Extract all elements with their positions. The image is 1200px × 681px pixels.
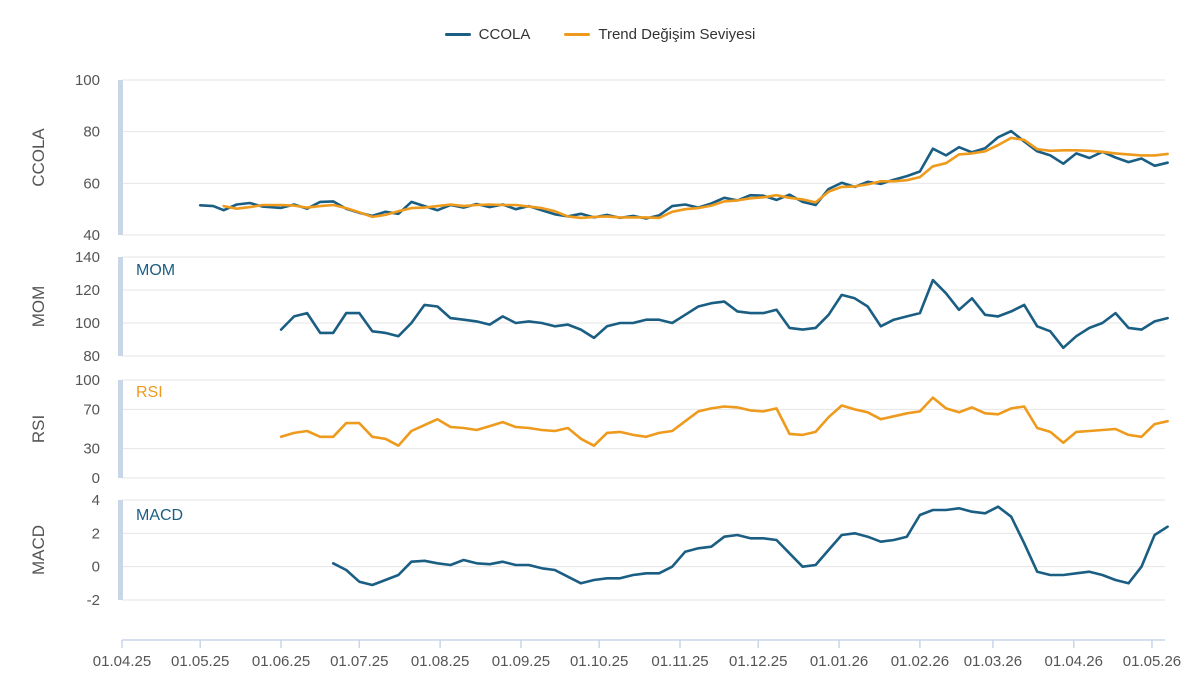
x-tick-label-11: 01.03.26 xyxy=(964,653,1022,670)
mom-ytick-3: 140 xyxy=(75,249,100,266)
macd-axis-band xyxy=(118,500,123,600)
rsi-ytick-1: 30 xyxy=(83,441,100,458)
mom-ytick-2: 120 xyxy=(75,282,100,299)
rsi-ytick-2: 70 xyxy=(83,401,100,418)
mom-axis-band xyxy=(118,257,123,356)
x-tick-label-0: 01.04.25 xyxy=(93,653,151,670)
x-tick-label-10: 01.02.26 xyxy=(891,653,949,670)
x-tick-label-7: 01.11.25 xyxy=(651,653,708,670)
ccola-axis-band xyxy=(118,80,123,235)
mom-axis-title: MOM xyxy=(29,286,48,328)
ccola-ytick-1: 60 xyxy=(83,175,100,192)
macd-ytick-3: 4 xyxy=(92,492,100,509)
chart-legend: CCOLA Trend Değişim Seviyesi xyxy=(0,26,1200,43)
ccola-series-line-ccola xyxy=(198,129,1169,220)
rsi-axis-title: RSI xyxy=(29,415,48,443)
macd-ytick-1: 0 xyxy=(92,559,100,576)
legend-label-trend: Trend Değişim Seviyesi xyxy=(598,26,756,43)
rsi-series-line-rsi xyxy=(279,396,1169,447)
x-tick-label-3: 01.07.25 xyxy=(330,653,388,670)
rsi-ytick-0: 0 xyxy=(92,470,100,487)
ccola-series-line-trend-de-i-im-seviyesi xyxy=(222,136,1169,220)
macd-ytick-0: -2 xyxy=(87,592,100,609)
x-tick-label-1: 01.05.25 xyxy=(171,653,229,670)
ccola-ytick-2: 80 xyxy=(83,124,100,141)
rsi-axis-band xyxy=(118,380,123,478)
x-tick-label-4: 01.08.25 xyxy=(411,653,469,670)
x-tick-label-9: 01.01.26 xyxy=(810,653,868,670)
macd-axis-title: MACD xyxy=(29,525,48,575)
rsi-panel-label: RSI xyxy=(136,384,163,401)
macd-ytick-2: 2 xyxy=(92,525,100,542)
x-tick-label-5: 01.09.25 xyxy=(492,653,550,670)
macd-panel-label: MACD xyxy=(136,507,183,524)
mom-series-line-mom xyxy=(279,278,1169,350)
ccola-ytick-0: 40 xyxy=(83,227,100,244)
ccola-ytick-3: 100 xyxy=(75,72,100,89)
mom-panel-label: MOM xyxy=(136,262,175,279)
macd-series-line-macd xyxy=(331,505,1169,587)
x-tick-label-12: 01.04.26 xyxy=(1045,653,1103,670)
legend-swatch-trend xyxy=(564,33,591,36)
legend-label-ccola: CCOLA xyxy=(478,26,531,43)
x-tick-label-13: 01.05.26 xyxy=(1123,653,1181,670)
rsi-ytick-3: 100 xyxy=(75,372,100,389)
ccola-axis-title: CCOLA xyxy=(29,128,48,187)
mom-ytick-1: 100 xyxy=(75,315,100,332)
legend-swatch-ccola xyxy=(444,33,471,36)
legend-item-trend[interactable]: Trend Değişim Seviyesi xyxy=(564,26,755,43)
legend-item-ccola[interactable]: CCOLA xyxy=(444,26,531,43)
x-tick-label-2: 01.06.25 xyxy=(252,653,310,670)
x-tick-label-8: 01.12.25 xyxy=(729,653,787,670)
x-tick-label-6: 01.10.25 xyxy=(570,653,628,670)
mom-ytick-0: 80 xyxy=(83,348,100,365)
